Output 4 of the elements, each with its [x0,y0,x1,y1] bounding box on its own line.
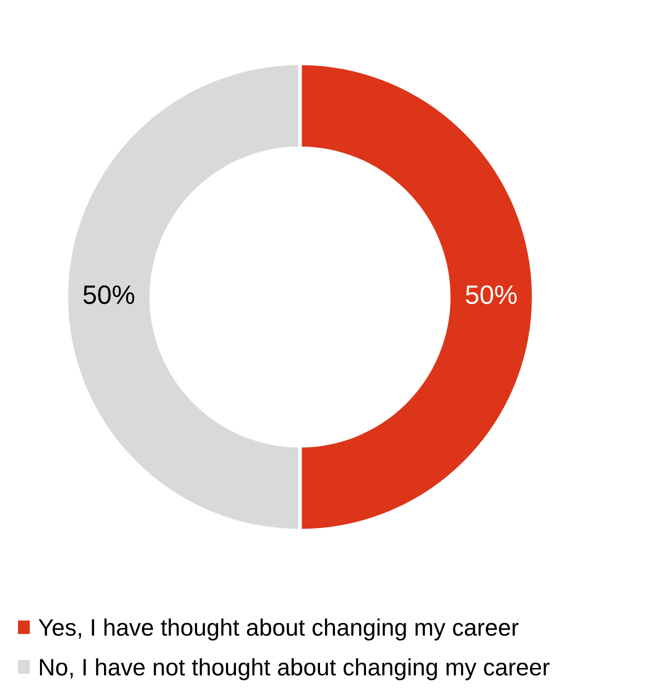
legend-label: Yes, I have thought about changing my career [38,618,519,641]
data-label: 50% [83,285,134,304]
legend-label: No, I have not thought about changing my career [40,658,550,680]
data-label: 50% [466,285,517,304]
